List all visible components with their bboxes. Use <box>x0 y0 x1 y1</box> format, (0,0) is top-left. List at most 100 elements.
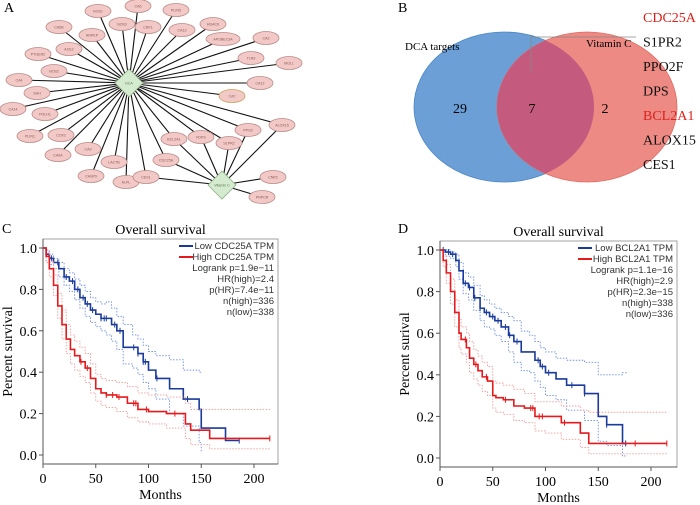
km-y-tick-label: 0.6 <box>417 327 435 342</box>
km-plot-area <box>439 240 678 468</box>
network-node: TLR9 <box>237 51 265 65</box>
network-node-label: NOS3 <box>117 23 127 27</box>
network-edge <box>128 29 183 84</box>
km-y-tick-label: 0.8 <box>20 283 38 298</box>
network-node: NOS2 <box>40 64 68 78</box>
network-node-shape <box>199 17 227 31</box>
network-node-shape <box>168 23 196 37</box>
network-node: ALOX15 <box>268 118 296 132</box>
km-x-tick-label: 50 <box>89 472 103 487</box>
network-node: PPO2 <box>234 123 262 137</box>
network-node-label: PNPCR <box>256 196 269 200</box>
network-edge <box>128 82 147 178</box>
network-edge <box>60 82 130 136</box>
km-survival-curve <box>43 247 240 442</box>
km-x-tick-label: 0 <box>437 475 444 490</box>
network-hub-shape <box>207 170 237 200</box>
network-node: PTGER2 <box>24 47 52 61</box>
km-x-tick-label: 50 <box>486 475 500 490</box>
network-edge <box>87 82 130 150</box>
network-node-label: CA14 <box>9 108 18 112</box>
network-node-label: COX2 <box>56 134 66 138</box>
network-hub-label: Vitamin C <box>214 184 230 188</box>
network-node-label: CDC25A <box>159 159 174 163</box>
km-ci-upper <box>43 247 202 373</box>
panel-label-d: D <box>398 222 408 237</box>
km-y-label: Percent surival <box>398 312 413 396</box>
km-survival-curve <box>43 247 270 440</box>
panel-label-b: B <box>398 1 407 16</box>
network-node-shape <box>134 20 162 34</box>
network-node: S1PR2 <box>215 136 243 150</box>
network-edge <box>90 82 130 177</box>
km-y-tick-label: 0.8 <box>417 286 435 301</box>
network-node-shape <box>100 155 128 169</box>
km-x-tick-label: 200 <box>641 475 662 490</box>
venn-gene-item: CES1 <box>643 158 676 173</box>
network-node: CNR2 <box>259 170 287 184</box>
network-edge <box>128 82 167 161</box>
network-node-label: ANPEP <box>86 34 99 38</box>
network-node: NOS1 <box>84 4 112 18</box>
network-edge <box>18 79 130 84</box>
venn-gene-item: BCL2A1 <box>643 109 694 124</box>
km-series-high <box>43 247 271 450</box>
network-node-shape <box>108 17 136 31</box>
network-edge <box>68 48 130 84</box>
network-node: PLIN1 <box>16 129 44 143</box>
network-node: BCL2A1 <box>160 132 188 146</box>
km-series-high <box>440 249 668 455</box>
network-edge <box>44 82 130 115</box>
network-node-shape <box>205 32 241 46</box>
network-node-shape <box>44 148 72 162</box>
network-node-label: CNR2 <box>268 176 278 180</box>
network-node-label: LACTB <box>108 161 120 165</box>
network-node-label: CES1 <box>141 176 150 180</box>
km-y-tick-label: 0.4 <box>20 366 38 381</box>
network-edge <box>58 26 130 84</box>
network-edge <box>128 23 214 84</box>
network-node-label: CA5B <box>54 26 64 30</box>
km-stat-line: HR(high)=2.4 <box>217 274 274 285</box>
venn-count-vitamin-c-only: 2 <box>602 102 609 117</box>
network-node-shape <box>0 102 27 116</box>
network-edge <box>221 124 283 186</box>
network-edge <box>128 57 252 84</box>
km-stat-line: n(high)=338 <box>622 298 673 309</box>
network-hub: DCA <box>114 68 144 98</box>
network-node: CDK1 <box>134 20 162 34</box>
network-node-shape <box>40 64 68 78</box>
network-node-label: CA5A <box>53 154 63 158</box>
network-edge <box>29 82 130 137</box>
network-node: MOLL <box>275 56 303 70</box>
km-stat-line: n(low)=338 <box>227 307 274 318</box>
network-node-shape <box>84 4 112 18</box>
network-node-label: SHH <box>33 92 41 96</box>
network-node: CA6 <box>124 0 152 13</box>
network-node-shape <box>77 169 105 183</box>
venn-gene-item: CDC25A <box>643 11 697 26</box>
venn-gene-item: PPO2F <box>643 60 684 75</box>
network-edge <box>128 37 267 84</box>
network-edge <box>36 82 130 94</box>
network-node-label: CA13 <box>178 29 187 33</box>
venn-count-dca-only: 29 <box>453 102 467 117</box>
km-x-tick-label: 200 <box>244 472 265 487</box>
km-legend-label: High BCL2A1 TPM <box>593 254 673 265</box>
km-stat-line: Logrank p=1.1e−16 <box>591 265 673 276</box>
network-edge <box>128 82 175 140</box>
network-edge <box>37 53 130 84</box>
km-x-tick-label: 150 <box>191 472 212 487</box>
venn-gene-item: ALOX15 <box>643 134 696 149</box>
venn-label-vitamin-c: Vitamin C <box>586 38 631 50</box>
network-node: COX2 <box>47 128 75 142</box>
venn-overlap <box>497 40 595 174</box>
network-node-label: ACE2 <box>64 48 73 52</box>
network-node: CES1 <box>132 170 160 184</box>
network-node-label: CA4 <box>16 79 23 83</box>
network-node-label: NOS1 <box>93 10 103 14</box>
network-node-shape <box>162 3 190 17</box>
network-node: NOS3 <box>108 17 136 31</box>
network-node: FDPS <box>187 130 215 144</box>
